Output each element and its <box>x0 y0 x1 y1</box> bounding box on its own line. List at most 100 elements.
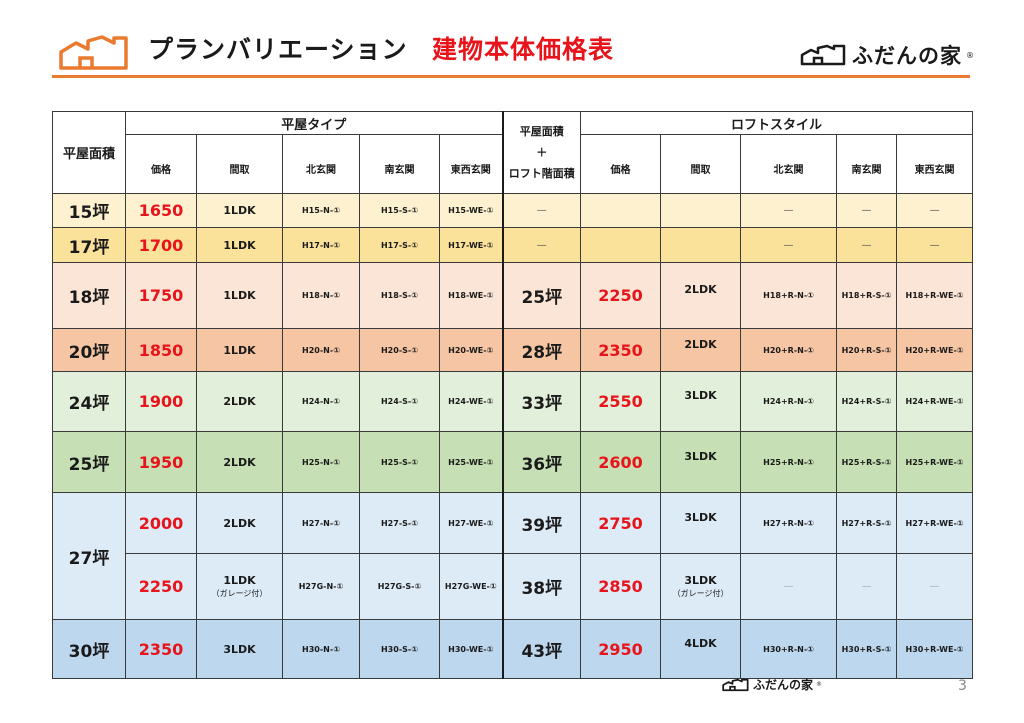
loft-area-header: 平屋面積 ＋ ロフト階面積 <box>502 111 582 194</box>
page-title: プランバリエーション <box>148 35 408 64</box>
loft-area: 33坪 <box>502 371 582 432</box>
house-logo-icon <box>59 35 128 70</box>
floor-area: 24坪 <box>52 371 126 432</box>
table-row: 24坪 1900 2LDK H24-N-① H24-S-① H24-WE-① 3… <box>52 371 974 432</box>
north-entry-code: H24-N-① <box>282 371 360 432</box>
loft-price: 2950 <box>580 619 662 679</box>
footer-brand-logo: ふだんの家 ® <box>722 676 822 693</box>
table-row: 30坪 2350 3LDK H30-N-① H30-S-① H30-WE-① 4… <box>52 619 974 679</box>
col-loft-price: 価格 <box>580 134 662 194</box>
loft-east-west-code: — <box>896 227 974 263</box>
table-row: 18坪 1750 1LDK H18-N-① H18-S-① H18-WE-① 2… <box>52 262 974 329</box>
loft-north-code: H20+R-N-① <box>740 328 838 372</box>
loft-plan: 3LDK <box>660 492 742 554</box>
price: 2000 <box>125 492 197 554</box>
loft-south-code: H20+R-S-① <box>836 328 898 372</box>
loft-north-code: — <box>740 193 838 228</box>
loft-plan: 2LDK <box>660 262 742 329</box>
loft-east-west-code: H27+R-WE-① <box>896 492 974 554</box>
price: 1650 <box>125 193 197 228</box>
price: 1950 <box>125 431 197 493</box>
floor-area: 15坪 <box>52 193 126 228</box>
loft-plan: 3LDK <box>660 431 742 493</box>
loft-area: 39坪 <box>502 492 582 554</box>
loft-plan: 2LDK <box>660 328 742 372</box>
loft-north-code: H30+R-N-① <box>740 619 838 679</box>
south-entry-code: H27-S-① <box>359 492 440 554</box>
north-entry-code: H18-N-① <box>282 262 360 329</box>
east-west-entry-code: H18-WE-① <box>438 262 504 329</box>
south-entry-code: H17-S-① <box>359 227 440 263</box>
south-entry-code: H15-S-① <box>359 193 440 228</box>
east-west-entry-code: H17-WE-① <box>438 227 504 263</box>
price: 1900 <box>125 371 197 432</box>
price: 2250 <box>125 553 197 620</box>
table-row: 25坪 1950 2LDK H25-N-① H25-S-① H25-WE-① 3… <box>52 431 974 493</box>
north-entry-code: H20-N-① <box>282 328 360 372</box>
floor-area: 18坪 <box>52 262 126 329</box>
loft-plan <box>660 227 742 263</box>
north-entry-code: H17-N-① <box>282 227 360 263</box>
price-table: 平屋面積 平屋タイプ 平屋面積 ＋ ロフト階面積 ロフトスタイル 価格 間取 北… <box>52 111 974 679</box>
col-loft-east-west: 東西玄関 <box>896 134 974 194</box>
floor-area: 25坪 <box>52 431 126 493</box>
loft-price <box>580 193 662 228</box>
floor-area: 17坪 <box>52 227 126 263</box>
loft-area: 38坪 <box>502 553 582 620</box>
registered-mark: ® <box>816 681 823 688</box>
loft-style-header: ロフトスタイル <box>580 111 974 135</box>
floor-plan: 2LDK <box>196 431 283 493</box>
loft-plan: 3LDK <box>660 371 742 432</box>
east-west-entry-code: H25-WE-① <box>438 431 504 493</box>
price: 1700 <box>125 227 197 263</box>
loft-north-code: — <box>740 227 838 263</box>
table-row: 2250 1LDK （ガレージ付） H27G-N-① H27G-S-① H27G… <box>53 553 974 620</box>
flat-type-header: 平屋タイプ <box>124 111 504 135</box>
loft-area: 43坪 <box>502 619 582 679</box>
east-west-entry-code: H20-WE-① <box>438 328 504 372</box>
loft-area: — <box>502 227 582 263</box>
floor-plan: 1LDK <box>196 262 283 329</box>
col-north: 北玄関 <box>282 134 360 194</box>
brand-name: ふだんの家 <box>852 44 962 68</box>
east-west-entry-code: H24-WE-① <box>438 371 504 432</box>
loft-north-code: H27+R-N-① <box>740 492 838 554</box>
floor-area: 20坪 <box>52 328 126 372</box>
brand-logo: ふだんの家 ® <box>800 40 974 70</box>
page-subtitle: 建物本体価格表 <box>432 35 615 64</box>
loft-east-west-code: — <box>896 193 974 228</box>
loft-north-code: H25+R-N-① <box>740 431 838 493</box>
table-row: 15坪 1650 1LDK H15-N-① H15-S-① H15-WE-① —… <box>52 193 974 228</box>
loft-east-west-code: H25+R-WE-① <box>896 431 974 493</box>
floor-plan: 1LDK <box>196 227 283 263</box>
floor-plan: 3LDK <box>196 619 283 679</box>
loft-price: 2550 <box>580 371 662 432</box>
col-loft-south: 南玄関 <box>836 134 898 194</box>
loft-south-code: — <box>836 553 898 620</box>
garage-note: （ガレージ付） <box>672 589 729 598</box>
floor-plan: 1LDK <box>196 328 283 372</box>
south-entry-code: H20-S-① <box>359 328 440 372</box>
loft-north-code: H24+R-N-① <box>740 371 838 432</box>
loft-south-code: H24+R-S-① <box>836 371 898 432</box>
col-plan: 間取 <box>196 134 283 194</box>
house-outline-icon <box>800 44 846 66</box>
loft-area: — <box>502 193 582 228</box>
loft-east-west-code: H30+R-WE-① <box>896 619 974 679</box>
north-entry-code: H27G-N-① <box>282 553 360 620</box>
loft-east-west-code: — <box>896 553 974 620</box>
south-entry-code: H25-S-① <box>359 431 440 493</box>
price: 1850 <box>125 328 197 372</box>
south-entry-code: H30-S-① <box>359 619 440 679</box>
loft-plan: 3LDK （ガレージ付） <box>660 553 742 620</box>
loft-price: 2350 <box>580 328 662 372</box>
loft-area: 28坪 <box>502 328 582 372</box>
footer-brand-name: ふだんの家 <box>753 678 814 692</box>
house-outline-icon <box>722 678 749 691</box>
loft-south-code: — <box>836 193 898 228</box>
floor-plan: 2LDK <box>196 492 283 554</box>
loft-south-code: — <box>836 227 898 263</box>
north-entry-code: H27-N-① <box>282 492 360 554</box>
loft-south-code: H25+R-S-① <box>836 431 898 493</box>
loft-east-west-code: H24+R-WE-① <box>896 371 974 432</box>
